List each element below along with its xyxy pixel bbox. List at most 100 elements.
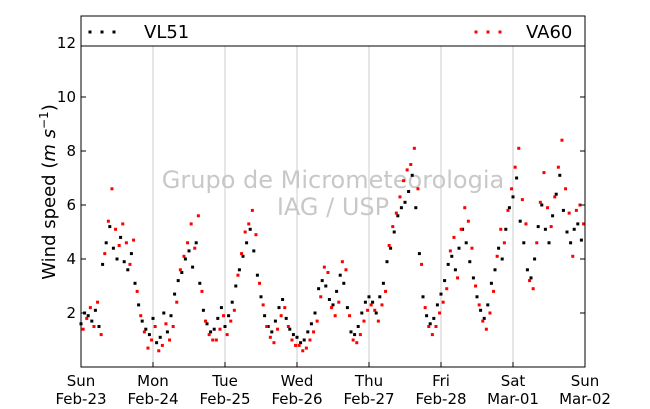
point-vl51 — [237, 268, 241, 272]
legend-dot — [112, 30, 116, 34]
point-vl51 — [378, 295, 382, 299]
point-vl51 — [165, 330, 169, 334]
point-va60 — [171, 325, 175, 328]
point-vl51 — [349, 330, 353, 334]
point-va60 — [160, 343, 164, 347]
point-vl51 — [525, 268, 529, 272]
point-vl51 — [288, 327, 292, 331]
point-vl51 — [396, 214, 400, 218]
point-vl51 — [126, 268, 130, 272]
watermark: Grupo de Micrometeorologia IAG / USP — [162, 166, 504, 221]
point-va60 — [207, 333, 211, 337]
legend-dot — [100, 30, 104, 34]
point-vl51 — [403, 200, 407, 204]
point-vl51 — [248, 227, 252, 231]
point-va60 — [96, 300, 100, 304]
point-va60 — [304, 346, 308, 350]
point-va60 — [150, 338, 154, 342]
point-va60 — [333, 314, 337, 318]
point-vl51 — [299, 341, 303, 345]
legend-marker-vl51 — [88, 30, 116, 34]
x-tick-day-label: Tue — [211, 372, 238, 390]
point-va60 — [196, 214, 200, 218]
point-vl51 — [255, 273, 259, 277]
point-va60 — [135, 289, 139, 293]
point-va60 — [369, 303, 373, 307]
point-va60 — [488, 311, 492, 315]
point-va60 — [470, 246, 474, 250]
point-va60 — [81, 327, 85, 331]
point-vl51 — [241, 254, 245, 258]
point-va60 — [106, 219, 110, 223]
point-vl51 — [338, 273, 342, 277]
point-va60 — [456, 276, 460, 280]
point-va60 — [103, 252, 107, 256]
point-va60 — [506, 208, 510, 212]
point-vl51 — [93, 308, 97, 312]
point-vl51 — [565, 230, 569, 234]
x-tick-day-label: Sun — [571, 372, 600, 390]
point-va60 — [348, 314, 352, 318]
point-vl51 — [435, 303, 439, 307]
point-va60 — [247, 222, 251, 226]
point-vl51 — [212, 327, 216, 331]
point-va60 — [412, 146, 416, 150]
point-vl51 — [291, 333, 295, 337]
point-va60 — [427, 325, 431, 328]
point-va60 — [438, 311, 442, 315]
point-vl51 — [104, 241, 108, 245]
y-tick-label: 6 — [66, 196, 76, 214]
point-va60 — [121, 222, 125, 226]
point-va60 — [564, 187, 568, 191]
point-va60 — [355, 341, 359, 345]
point-vl51 — [327, 298, 331, 301]
point-va60 — [441, 300, 445, 304]
y-axis-label-exponent: −1 — [37, 111, 51, 129]
point-va60 — [315, 319, 319, 323]
point-va60 — [312, 330, 316, 334]
x-tick-day-label: Thu — [354, 372, 383, 390]
point-va60 — [542, 171, 546, 175]
data-points — [79, 138, 586, 353]
point-va60 — [178, 268, 182, 272]
point-vl51 — [331, 303, 335, 307]
point-vl51 — [281, 298, 285, 301]
point-vl51 — [216, 316, 220, 320]
point-vl51 — [273, 319, 277, 323]
point-vl51 — [101, 262, 105, 266]
point-va60 — [114, 227, 118, 231]
point-va60 — [387, 244, 391, 247]
point-va60 — [380, 303, 384, 307]
point-va60 — [362, 319, 366, 323]
point-va60 — [560, 138, 564, 142]
point-va60 — [319, 295, 323, 299]
point-vl51 — [198, 281, 202, 285]
point-vl51 — [115, 257, 119, 261]
point-va60 — [434, 325, 438, 328]
point-va60 — [243, 230, 247, 234]
point-vl51 — [173, 292, 177, 296]
point-vl51 — [90, 319, 94, 323]
point-va60 — [344, 268, 348, 272]
point-vl51 — [147, 333, 151, 337]
point-vl51 — [137, 303, 141, 307]
point-vl51 — [507, 206, 511, 210]
point-vl51 — [443, 279, 447, 283]
point-va60 — [265, 325, 269, 328]
x-tick-date-label: Mar-01 — [487, 390, 539, 408]
point-va60 — [189, 222, 193, 226]
point-vl51 — [119, 235, 123, 239]
point-vl51 — [111, 246, 115, 250]
point-va60 — [502, 241, 506, 245]
point-va60 — [423, 306, 427, 310]
point-vl51 — [219, 306, 223, 310]
point-va60 — [272, 341, 276, 345]
point-vl51 — [475, 295, 479, 299]
point-vl51 — [263, 314, 267, 318]
point-va60 — [582, 222, 586, 226]
watermark-line-1: Grupo de Micrometeorologia — [162, 166, 504, 194]
point-vl51 — [421, 295, 425, 299]
point-va60 — [416, 187, 420, 191]
point-vl51 — [270, 330, 274, 334]
point-vl51 — [342, 281, 346, 285]
